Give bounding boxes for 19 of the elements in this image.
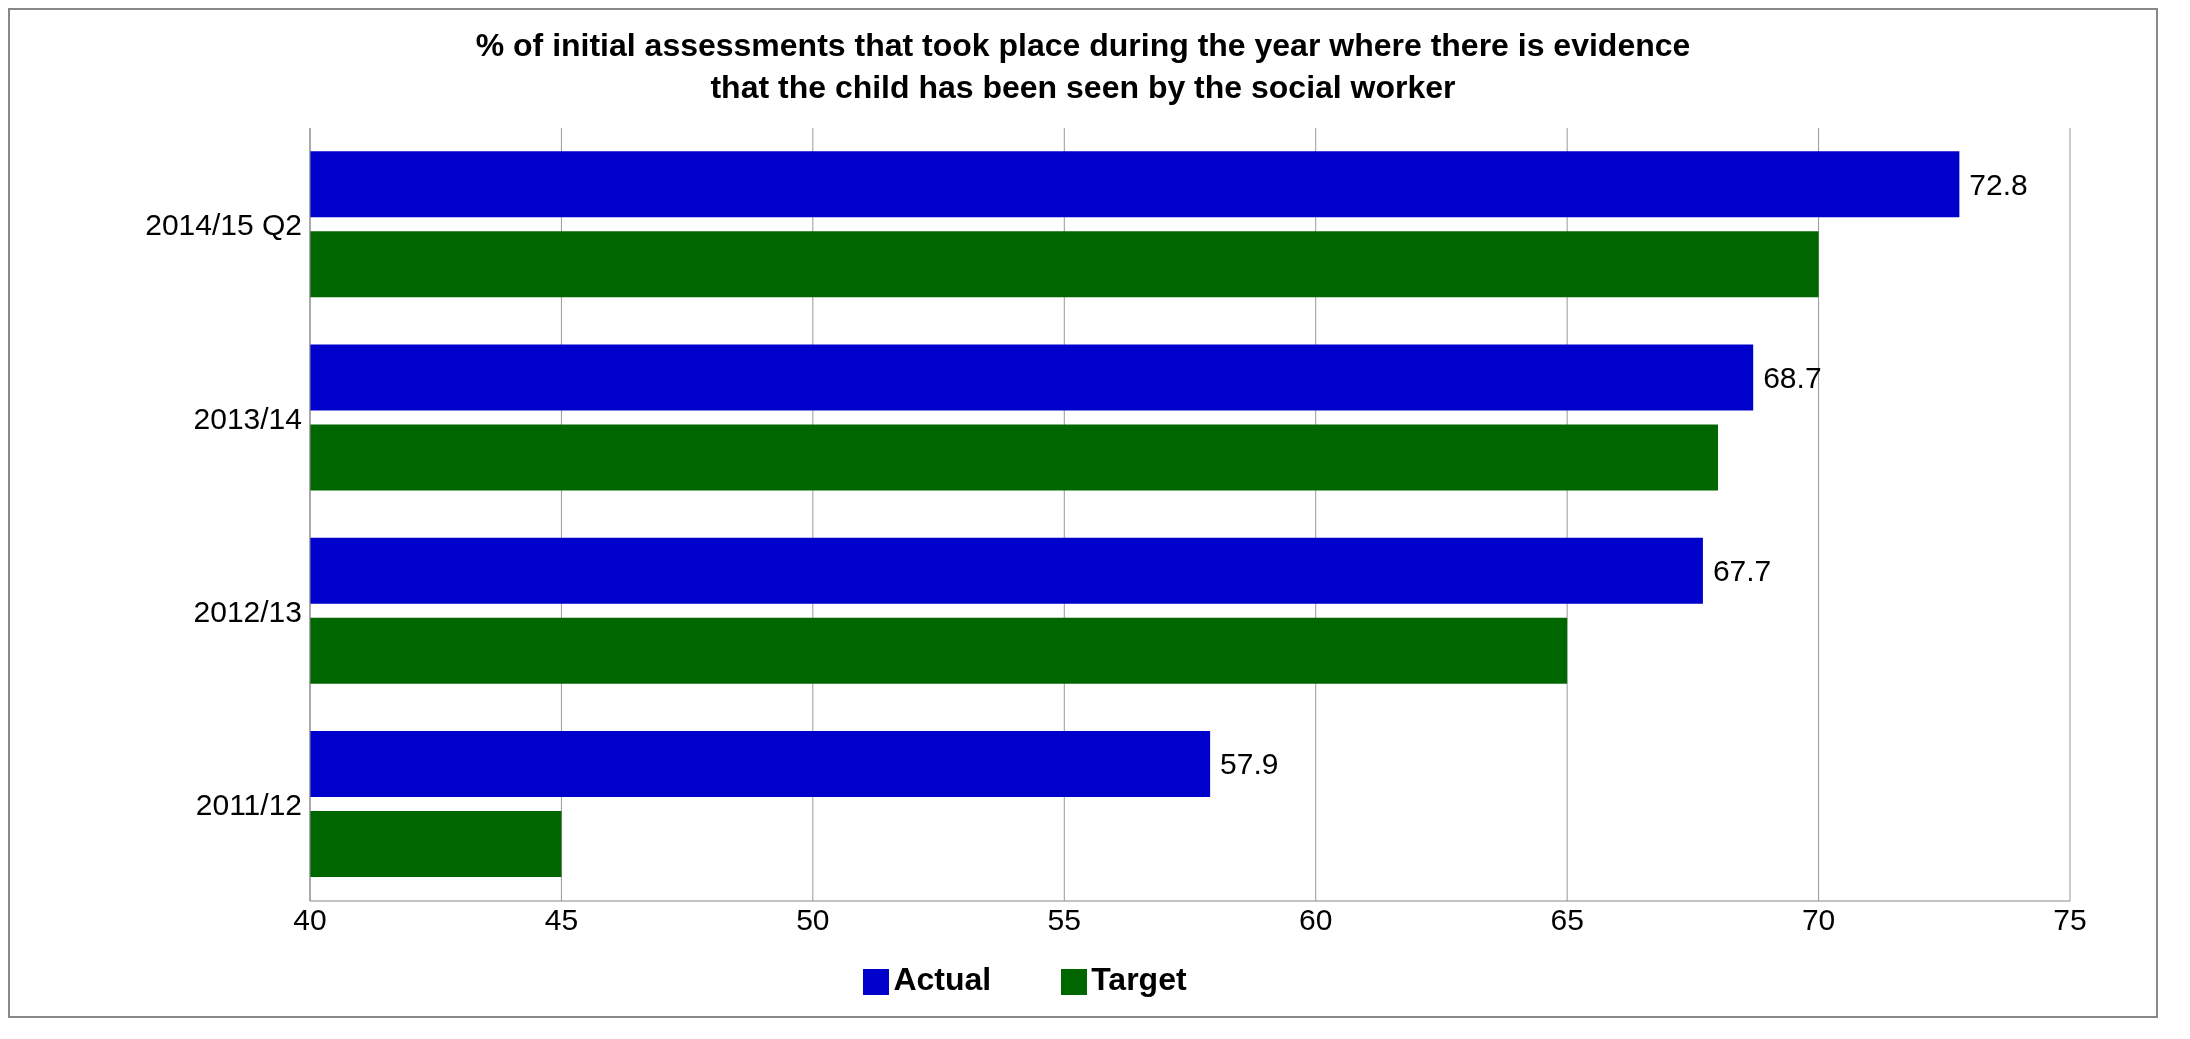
x-tick-label: 40: [293, 903, 327, 937]
x-tick-label: 50: [796, 903, 830, 937]
x-tick-label: 70: [1801, 903, 1836, 937]
data-label: 67.7: [1712, 554, 1772, 588]
y-tick-label: 2011/12: [195, 788, 302, 822]
y-tick-label: 2014/15 Q2: [145, 208, 302, 242]
data-label: 72.8: [1969, 167, 2028, 201]
chart-title: % of initial assessments that took place during the year where there is evidence that the child has been seen by the social worker: [474, 26, 1692, 107]
data-label: 57.9: [1220, 747, 1279, 781]
legend-label: Actual: [893, 961, 992, 997]
legend-label: Target: [1091, 961, 1187, 997]
data-label: 68.7: [1763, 360, 1822, 394]
x-tick-label: 65: [1550, 903, 1584, 937]
x-tick-label: 45: [544, 903, 579, 937]
x-tick-label: 75: [2053, 903, 2087, 937]
y-tick-label: 2012/13: [193, 594, 302, 628]
x-tick-label: 60: [1299, 903, 1333, 937]
y-tick-label: 2013/14: [193, 401, 302, 435]
x-tick-label: 55: [1047, 903, 1081, 937]
